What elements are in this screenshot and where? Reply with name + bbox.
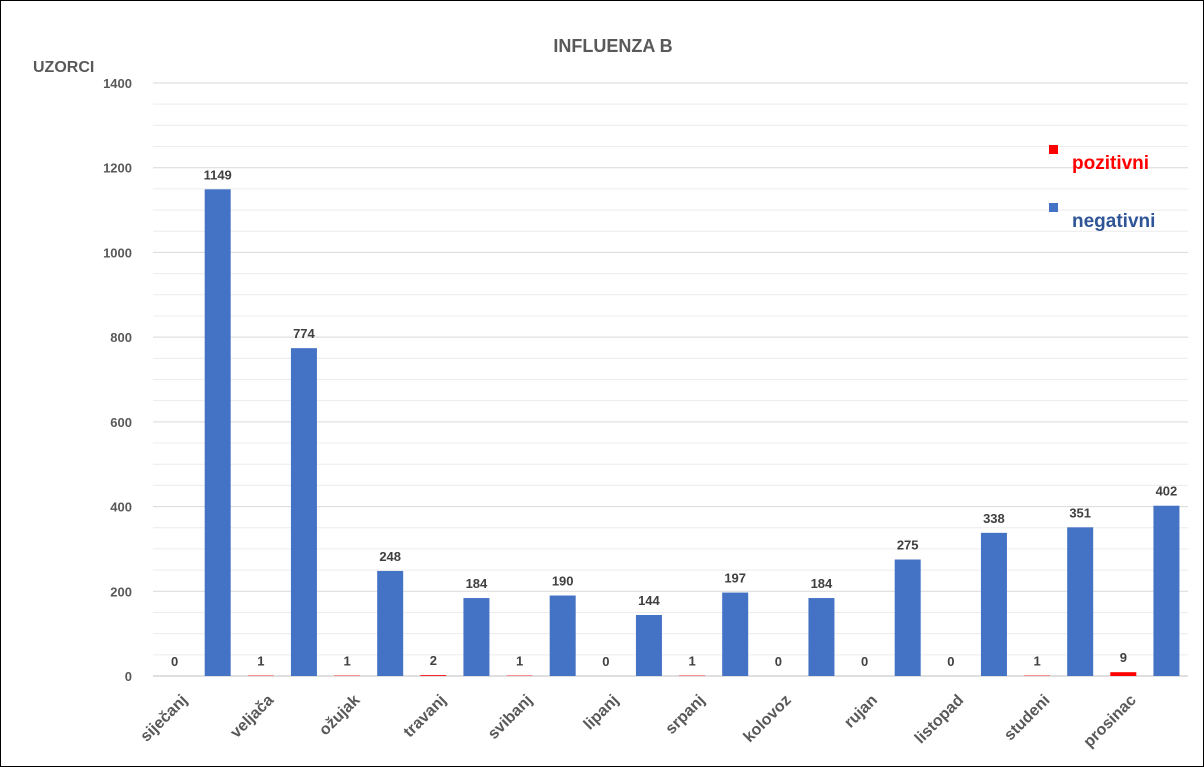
data-label-negativni-srpanj: 197 xyxy=(724,571,746,586)
data-label-pozitivni-kolovoz: 0 xyxy=(775,654,782,669)
bar-negativni-svibanj xyxy=(549,595,576,676)
bar-negativni-travanj xyxy=(463,598,490,676)
x-category-label: veljača xyxy=(227,692,277,742)
bars xyxy=(204,189,1180,677)
bar-negativni-veljača xyxy=(290,348,317,676)
y-tick-label: 400 xyxy=(110,500,132,515)
data-label-negativni-prosinac: 402 xyxy=(1156,484,1178,499)
x-axis-categories: siječanj veljača ožujak travanj svibanj lipan… xyxy=(137,692,1139,751)
bar-negativni-listopad xyxy=(980,532,1007,676)
bar-negativni-lipanj xyxy=(635,615,662,676)
bar-negativni-srpanj xyxy=(722,592,749,676)
data-label-pozitivni-travanj: 2 xyxy=(430,653,437,668)
data-label-pozitivni-srpanj: 1 xyxy=(688,654,695,669)
x-category-label: kolovoz xyxy=(741,692,795,746)
y-tick-label: 200 xyxy=(110,584,132,599)
data-label-pozitivni-veljača: 1 xyxy=(257,654,264,669)
x-category-label: ožujak xyxy=(316,692,363,739)
data-label-negativni-studeni: 351 xyxy=(1069,505,1091,520)
data-label-pozitivni-siječanj: 0 xyxy=(171,654,178,669)
data-label-negativni-svibanj: 190 xyxy=(552,574,574,589)
data-label-pozitivni-svibanj: 1 xyxy=(516,654,523,669)
y-axis-ticks: 0 200 400 600 800 1000 1200 1400 xyxy=(103,76,132,684)
bar-negativni-prosinac xyxy=(1153,505,1180,676)
data-label-negativni-listopad: 338 xyxy=(983,511,1005,526)
y-tick-label: 1000 xyxy=(103,245,132,260)
y-tick-label: 1400 xyxy=(103,76,132,91)
gridlines xyxy=(153,82,1188,677)
x-category-label: travanj xyxy=(401,692,450,741)
bar-negativni-studeni xyxy=(1067,527,1094,676)
data-label-negativni-travanj: 184 xyxy=(466,576,488,591)
x-category-label: svibanj xyxy=(485,692,536,743)
legend-swatch-pozitivni xyxy=(1049,145,1058,154)
bar-negativni-kolovoz xyxy=(808,598,835,676)
data-label-pozitivni-rujan: 0 xyxy=(861,654,868,669)
data-label-negativni-kolovoz: 184 xyxy=(811,576,833,591)
data-label-negativni-siječanj: 1149 xyxy=(204,167,232,182)
legend-label-pozitivni: pozitivni xyxy=(1072,153,1149,174)
y-tick-label: 800 xyxy=(110,330,132,345)
data-label-pozitivni-lipanj: 0 xyxy=(602,654,609,669)
data-label-pozitivni-studeni: 1 xyxy=(1033,654,1040,669)
x-category-label: rujan xyxy=(841,692,881,732)
legend-label-negativni: negativni xyxy=(1072,211,1155,232)
bar-pozitivni-travanj xyxy=(420,675,447,676)
bar-negativni-ožujak xyxy=(377,570,404,676)
y-axis-label: UZORCI xyxy=(33,59,94,76)
y-tick-label: 0 xyxy=(125,669,132,684)
data-label-pozitivni-listopad: 0 xyxy=(947,654,954,669)
data-label-negativni-veljača: 774 xyxy=(293,326,315,341)
data-label-pozitivni-ožujak: 1 xyxy=(343,654,350,669)
y-tick-label: 1200 xyxy=(103,161,132,176)
x-category-label: studeni xyxy=(1001,692,1053,744)
x-category-label: srpanj xyxy=(662,692,708,738)
legend-swatch-negativni xyxy=(1049,203,1058,212)
data-label-pozitivni-prosinac: 9 xyxy=(1120,650,1127,665)
y-tick-label: 600 xyxy=(110,415,132,430)
x-category-label: prosinac xyxy=(1081,692,1140,751)
bar-negativni-rujan xyxy=(894,559,921,676)
x-category-label: listopad xyxy=(912,692,967,747)
bar-pozitivni-prosinac xyxy=(1110,672,1137,676)
data-labels: 0 1 1 2 1 0 1 0 0 0 1 9 1149 774 248 184 190 144 197 184 275… xyxy=(171,167,1177,669)
chart-title: INFLUENZA B xyxy=(553,36,672,56)
x-category-label: siječanj xyxy=(137,692,191,746)
data-label-negativni-lipanj: 144 xyxy=(638,593,660,608)
data-label-negativni-rujan: 275 xyxy=(897,538,919,553)
x-category-label: lipanj xyxy=(581,692,623,734)
legend: pozitivni negativni xyxy=(1049,145,1155,232)
data-label-negativni-ožujak: 248 xyxy=(379,549,401,564)
bar-negativni-siječanj xyxy=(204,189,231,677)
